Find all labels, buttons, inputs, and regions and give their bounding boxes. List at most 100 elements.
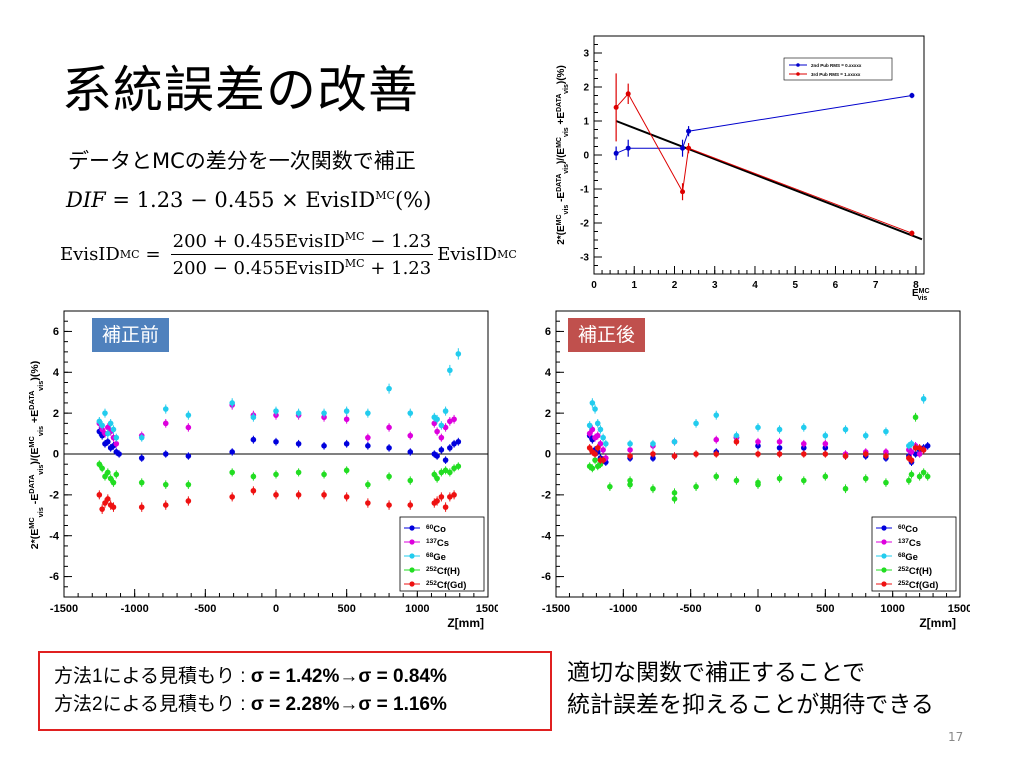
data-point bbox=[800, 477, 807, 484]
data-point bbox=[800, 440, 807, 447]
data-point bbox=[162, 481, 169, 488]
y-tick-label: -3 bbox=[580, 252, 589, 263]
eq1-lhs: DIF bbox=[66, 188, 106, 212]
legend-marker bbox=[409, 539, 415, 545]
x-tick-label: 5 bbox=[792, 280, 798, 291]
data-point bbox=[924, 473, 931, 480]
data-point bbox=[407, 432, 414, 439]
data-point bbox=[343, 408, 350, 414]
data-point bbox=[822, 440, 829, 447]
data-point bbox=[105, 424, 111, 431]
data-point bbox=[671, 453, 678, 459]
x-axis-label: Z[mm] bbox=[447, 616, 484, 630]
data-point bbox=[455, 463, 462, 470]
data-point bbox=[99, 422, 105, 429]
data-point bbox=[295, 440, 302, 447]
data-point bbox=[597, 440, 604, 447]
data-point bbox=[693, 483, 699, 490]
data-point bbox=[434, 416, 440, 423]
data-point bbox=[592, 406, 598, 412]
data-point bbox=[438, 422, 445, 429]
data-point bbox=[755, 481, 761, 488]
equation-correction: EvisID MC = 200 + 0.455EvisIDMC − 1.23 20… bbox=[60, 230, 517, 279]
y-axis-label: 2*(EMCvis -EDATAvis)/(EMCvis +EDATAvis)(… bbox=[28, 361, 45, 549]
x-tick-label: -1000 bbox=[121, 603, 149, 615]
data-point bbox=[365, 481, 371, 488]
y-axis-label: 2*(EMCvis -EDATAvis)/(EMCvis +EDATAvis)(… bbox=[556, 65, 570, 245]
data-point bbox=[883, 449, 889, 455]
data-point bbox=[822, 451, 829, 457]
data-point bbox=[589, 426, 596, 433]
result1-prefix: 方法1による見積もり : bbox=[54, 666, 251, 687]
data-point bbox=[96, 492, 103, 498]
y-tick-label: 6 bbox=[545, 326, 551, 338]
data-point bbox=[594, 420, 601, 427]
data-point bbox=[295, 410, 302, 416]
data-point bbox=[107, 420, 114, 427]
data-point bbox=[442, 457, 449, 463]
x-tick-label: -1500 bbox=[542, 603, 570, 615]
data-point bbox=[842, 485, 849, 492]
page-title: 系統誤差の改善 bbox=[62, 61, 419, 119]
data-point bbox=[613, 150, 619, 156]
data-point bbox=[916, 451, 923, 457]
data-point bbox=[343, 416, 350, 423]
data-point bbox=[407, 449, 414, 455]
data-point bbox=[438, 494, 445, 500]
data-point bbox=[138, 479, 145, 486]
eq2-den-b: + 1.23 bbox=[364, 258, 432, 279]
y-tick-label: 6 bbox=[53, 326, 59, 338]
data-point bbox=[776, 426, 783, 433]
data-point bbox=[776, 438, 783, 445]
x-tick-label: 0 bbox=[755, 603, 761, 615]
data-point bbox=[755, 443, 761, 449]
data-point bbox=[627, 481, 633, 488]
data-point bbox=[407, 477, 414, 484]
x-tick-label: -500 bbox=[680, 603, 702, 615]
data-point bbox=[920, 469, 927, 476]
data-point bbox=[733, 477, 740, 484]
data-point bbox=[185, 424, 192, 431]
y-tick-label: 0 bbox=[545, 449, 551, 461]
legend-marker bbox=[409, 553, 415, 559]
before-correction-chart: -1500 -1000 -500 0 500 1000 1500 -6 -4 -2 0 2 4 6 60Co… bbox=[28, 305, 498, 637]
eq1-tail: (%) bbox=[394, 188, 432, 212]
data-point bbox=[447, 367, 453, 374]
data-point bbox=[102, 500, 108, 506]
conclusion: 適切な関数で補正することで 統計誤差を抑えることが期待できる bbox=[567, 657, 934, 721]
legend-label: 252Cf(H) bbox=[898, 566, 932, 578]
data-point bbox=[680, 145, 686, 151]
data-point bbox=[365, 443, 371, 449]
data-point bbox=[162, 451, 169, 457]
data-point bbox=[594, 432, 601, 439]
legend-label: 68Ge bbox=[898, 552, 918, 564]
data-point bbox=[800, 424, 807, 431]
data-point bbox=[229, 494, 235, 500]
data-point bbox=[110, 426, 117, 433]
data-point bbox=[625, 145, 631, 151]
data-point bbox=[295, 469, 302, 476]
data-point bbox=[883, 479, 889, 486]
x-tick-label: 0 bbox=[591, 280, 597, 291]
data-point bbox=[447, 418, 453, 425]
x-tick-label: 8 bbox=[913, 280, 919, 291]
y-tick-label: 3 bbox=[583, 48, 589, 59]
data-point bbox=[800, 445, 807, 451]
data-point bbox=[386, 424, 392, 431]
data-point bbox=[908, 457, 915, 463]
data-point bbox=[273, 438, 279, 445]
result2-value: σ = 2.28%→σ = 1.16% bbox=[250, 694, 447, 715]
data-point bbox=[686, 128, 692, 134]
data-point bbox=[451, 492, 457, 498]
data-point bbox=[116, 451, 122, 457]
data-point bbox=[250, 436, 257, 443]
data-point bbox=[650, 440, 656, 447]
data-point bbox=[442, 424, 449, 431]
x-tick-label: 0 bbox=[273, 603, 279, 615]
result2-prefix: 方法2による見積もり : bbox=[54, 694, 251, 715]
data-point bbox=[908, 471, 915, 478]
data-point bbox=[607, 483, 613, 490]
data-point bbox=[842, 426, 849, 433]
y-tick-label: -2 bbox=[541, 490, 551, 502]
data-point bbox=[138, 434, 145, 441]
